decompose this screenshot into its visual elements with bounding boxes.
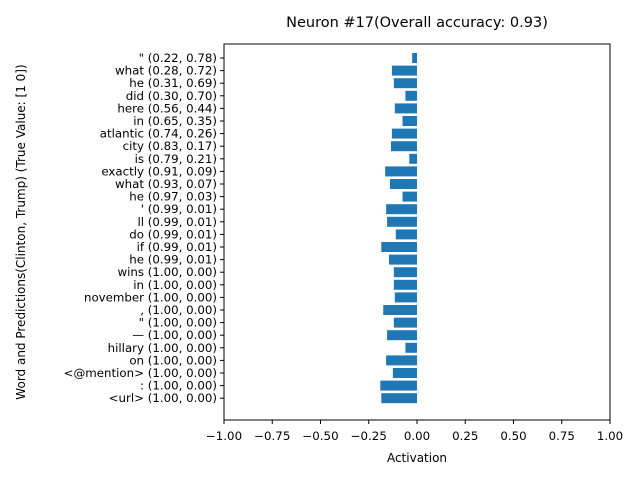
bar-21 xyxy=(393,317,417,328)
bar-10 xyxy=(389,179,417,189)
bar-6 xyxy=(391,128,417,139)
x-tick-label: 0.75 xyxy=(549,429,575,443)
y-tick-label: he (0.97, 0.03) xyxy=(129,190,217,204)
y-tick-label: atlantic (0.74, 0.26) xyxy=(100,127,217,141)
x-tick-label: −1.00 xyxy=(206,429,242,443)
y-tick-label: , (1.00, 0.00) xyxy=(140,303,217,317)
y-tick-label: in (0.65, 0.35) xyxy=(133,114,217,128)
y-tick-label: — (1.00, 0.00) xyxy=(132,328,217,342)
y-tick-label: what (0.28, 0.72) xyxy=(115,64,217,78)
bar-1 xyxy=(391,65,417,76)
y-tick-label: on (1.00, 0.00) xyxy=(129,353,217,367)
bar-22 xyxy=(387,330,417,341)
y-tick-label: what (0.93, 0.07) xyxy=(115,177,217,191)
y-tick-label: city (0.83, 0.17) xyxy=(123,139,217,153)
x-tick-label: 1.00 xyxy=(597,429,623,443)
bar-14 xyxy=(395,229,417,240)
bar-16 xyxy=(389,254,417,265)
bar-9 xyxy=(385,166,417,177)
y-tick-label: : (1.00, 0.00) xyxy=(140,379,217,393)
y-tick-label: <@mention> (1.00, 0.00) xyxy=(64,366,217,380)
bar-27 xyxy=(381,393,417,404)
y-tick-label: november (1.00, 0.00) xyxy=(84,290,217,304)
bar-17 xyxy=(393,267,417,278)
bar-13 xyxy=(387,216,417,227)
y-tick-label: if (0.99, 0.01) xyxy=(137,240,217,254)
bars-group xyxy=(380,53,417,404)
y-tick-label: do (0.99, 0.01) xyxy=(129,227,217,241)
bar-5 xyxy=(402,116,417,126)
chart-title: Neuron #17(Overall accuracy: 0.93) xyxy=(286,15,548,31)
y-tick-label: did (0.30, 0.70) xyxy=(126,89,217,103)
x-tick-label: −0.75 xyxy=(254,429,290,443)
bar-0 xyxy=(412,53,417,63)
y-tick-label: wins (1.00, 0.00) xyxy=(117,265,217,279)
x-tick-label: 0.25 xyxy=(452,429,478,443)
bar-8 xyxy=(409,153,417,164)
y-axis-label: Word and Predictions(Clinton, Trump) (Tr… xyxy=(14,64,28,399)
bar-12 xyxy=(386,204,417,215)
y-tick-label: ' (0.99, 0.01) xyxy=(141,202,217,216)
bar-26 xyxy=(380,380,417,391)
x-tick-label: 0.50 xyxy=(500,429,526,443)
x-tick-label: −0.25 xyxy=(351,429,387,443)
y-tick-label: is (0.79, 0.21) xyxy=(135,152,217,166)
y-tick-label: " (1.00, 0.00) xyxy=(139,316,217,330)
bar-2 xyxy=(393,78,417,89)
x-tick-label: 0.00 xyxy=(404,429,430,443)
x-axis-label: Activation xyxy=(387,451,447,465)
bar-23 xyxy=(405,342,417,353)
bar-19 xyxy=(394,292,417,303)
bar-24 xyxy=(386,355,417,366)
y-tick-label: he (0.99, 0.01) xyxy=(129,253,217,267)
x-tick-labels: −1.00 −0.75 −0.50 −0.25 0.00 0.25 0.50 0.75 1.00 xyxy=(206,420,623,443)
y-tick-labels: " (0.22, 0.78)what (0.28, 0.72)he (0.31,… xyxy=(64,51,224,405)
bar-7 xyxy=(390,141,417,152)
plot-frame xyxy=(223,43,611,421)
y-tick-label: he (0.31, 0.69) xyxy=(129,76,217,90)
bar-25 xyxy=(392,368,417,378)
y-tick-label: hillary (1.00, 0.00) xyxy=(108,341,217,355)
y-tick-label: here (0.56, 0.44) xyxy=(117,101,217,115)
bar-4 xyxy=(394,103,417,114)
y-tick-label: " (0.22, 0.78) xyxy=(139,51,217,65)
x-tick-label: −0.50 xyxy=(302,429,338,443)
bar-3 xyxy=(405,90,417,101)
y-tick-label: exactly (0.91, 0.09) xyxy=(101,164,217,178)
bar-15 xyxy=(381,242,417,252)
y-tick-label: ll (0.99, 0.01) xyxy=(137,215,217,229)
bar-20 xyxy=(383,305,417,315)
bar-11 xyxy=(402,191,417,202)
y-tick-label: in (1.00, 0.00) xyxy=(133,278,217,292)
bar-18 xyxy=(393,279,417,290)
y-tick-label: <url> (1.00, 0.00) xyxy=(109,391,217,405)
